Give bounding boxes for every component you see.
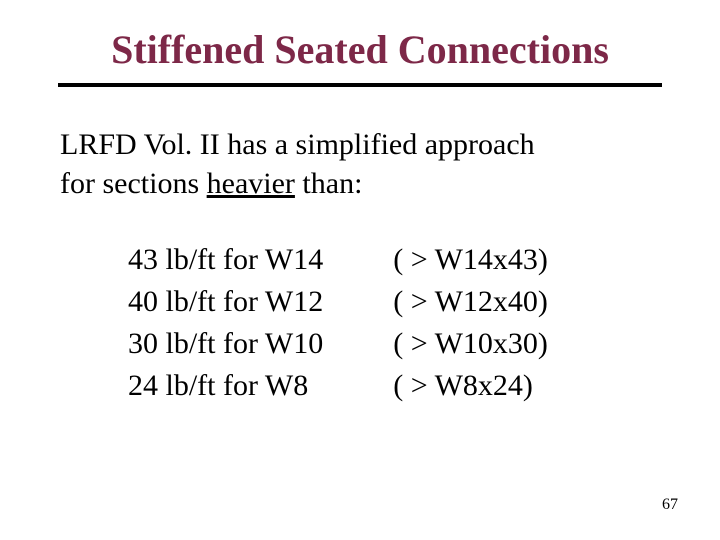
list-item-shape: ( > W10x30) bbox=[393, 323, 548, 365]
list-item-weight: 24 lb/ft for W8 bbox=[128, 365, 323, 407]
list-item-weight: 43 lb/ft for W14 bbox=[128, 239, 323, 281]
list-item-shape: ( > W8x24) bbox=[393, 365, 548, 407]
list-item-weight: 30 lb/ft for W10 bbox=[128, 323, 323, 365]
intro-text-line1: LRFD Vol. II has a simplified approach bbox=[60, 125, 664, 164]
intro-line2-suffix: than: bbox=[295, 167, 363, 200]
section-list: 43 lb/ft for W14 40 lb/ft for W12 30 lb/… bbox=[128, 239, 664, 407]
intro-text-line2: for sections heavier than: bbox=[60, 164, 664, 203]
list-item-shape: ( > W14x43) bbox=[393, 239, 548, 281]
slide-title: Stiffened Seated Connections bbox=[56, 26, 664, 83]
list-item-shape: ( > W12x40) bbox=[393, 281, 548, 323]
slide-container: Stiffened Seated Connections LRFD Vol. I… bbox=[0, 0, 720, 540]
title-underline bbox=[58, 83, 662, 87]
page-number: 67 bbox=[662, 496, 678, 514]
intro-line2-underlined: heavier bbox=[207, 167, 295, 200]
intro-line2-prefix: for sections bbox=[60, 167, 207, 200]
weight-column: 43 lb/ft for W14 40 lb/ft for W12 30 lb/… bbox=[128, 239, 323, 407]
list-item-weight: 40 lb/ft for W12 bbox=[128, 281, 323, 323]
shape-column: ( > W14x43) ( > W12x40) ( > W10x30) ( > … bbox=[393, 239, 548, 407]
